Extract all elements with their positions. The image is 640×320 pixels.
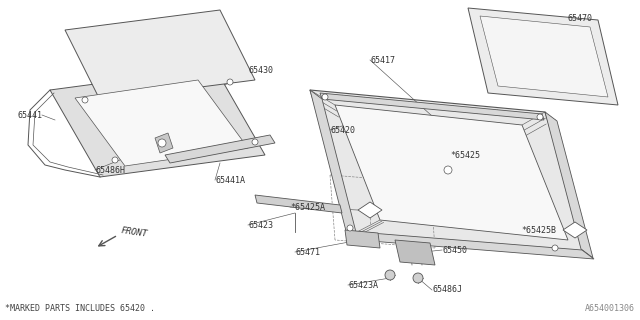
Polygon shape — [358, 202, 382, 218]
Text: *MARKED PARTS INCLUDES 65420 .: *MARKED PARTS INCLUDES 65420 . — [5, 304, 155, 313]
Circle shape — [385, 270, 395, 280]
Text: 65441: 65441 — [17, 110, 42, 119]
Text: FRONT: FRONT — [120, 226, 148, 238]
Text: A654001306: A654001306 — [585, 304, 635, 313]
Text: 65423: 65423 — [248, 220, 273, 229]
Circle shape — [413, 273, 423, 283]
Text: *65425A: *65425A — [290, 203, 325, 212]
Circle shape — [444, 166, 452, 174]
Text: 65420: 65420 — [330, 125, 355, 134]
Polygon shape — [545, 112, 593, 258]
Polygon shape — [468, 8, 618, 105]
Polygon shape — [480, 16, 608, 97]
Text: 65470: 65470 — [568, 13, 593, 22]
Polygon shape — [65, 10, 255, 100]
Text: 65423A: 65423A — [348, 281, 378, 290]
Polygon shape — [563, 222, 587, 238]
Circle shape — [537, 114, 543, 120]
Circle shape — [552, 245, 558, 251]
Circle shape — [112, 157, 118, 163]
Polygon shape — [335, 105, 568, 240]
Polygon shape — [255, 195, 342, 213]
Text: 65450: 65450 — [442, 245, 467, 254]
Text: 65486J: 65486J — [432, 285, 462, 294]
Text: 65430: 65430 — [248, 66, 273, 75]
Polygon shape — [320, 93, 544, 120]
Circle shape — [322, 94, 328, 100]
Polygon shape — [310, 90, 358, 240]
Circle shape — [158, 139, 166, 147]
Circle shape — [82, 97, 88, 103]
Polygon shape — [50, 68, 265, 177]
Circle shape — [227, 79, 233, 85]
Polygon shape — [75, 80, 248, 166]
Text: 65471: 65471 — [295, 247, 320, 257]
Text: *65425B: *65425B — [521, 226, 556, 235]
Polygon shape — [346, 231, 594, 259]
Polygon shape — [165, 135, 275, 163]
Polygon shape — [310, 90, 590, 255]
Polygon shape — [155, 133, 173, 153]
Polygon shape — [345, 230, 380, 248]
Text: 65441A: 65441A — [215, 175, 245, 185]
Text: 65486H: 65486H — [95, 165, 125, 174]
Polygon shape — [395, 240, 435, 265]
Text: 65417: 65417 — [370, 55, 395, 65]
Circle shape — [252, 139, 258, 145]
Text: *65425: *65425 — [450, 150, 480, 159]
Circle shape — [347, 225, 353, 231]
